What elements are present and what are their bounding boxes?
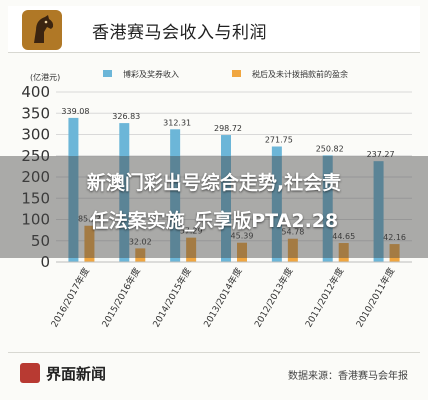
y-tick-label: 0 — [40, 253, 50, 271]
bar-profit — [389, 244, 400, 262]
data-label: 312.31 — [163, 118, 191, 127]
data-label: 54.78 — [281, 228, 304, 237]
bar-profit — [84, 225, 95, 262]
brand-logo-icon — [20, 363, 40, 383]
data-label: 339.08 — [61, 107, 89, 116]
y-tick-label: 350 — [21, 104, 50, 122]
data-label: 250.82 — [316, 144, 344, 153]
x-tick-label: 2016/2017年度 — [48, 266, 92, 330]
data-label: 326.83 — [112, 112, 140, 121]
chart-title: 香港赛马会收入与利润 — [92, 23, 267, 43]
overlay-line-2: 任法案实施_乐享版PTA2.28 — [89, 210, 339, 232]
bar-profit — [237, 242, 247, 262]
horse-logo-icon — [22, 10, 62, 50]
data-label: 57.29 — [180, 227, 203, 236]
x-tick-label: 2012/2013年度 — [252, 266, 296, 330]
data-label: 237.27 — [367, 150, 395, 159]
footer-brand: 界面新闻 — [46, 365, 107, 383]
legend-label: 博彩及奖券收入 — [123, 69, 179, 79]
bar-profit — [135, 248, 146, 262]
bar-revenue — [170, 129, 181, 262]
legend-swatch — [103, 70, 112, 77]
bar-profit — [287, 238, 298, 262]
data-label: 271.75 — [265, 136, 293, 145]
horse-head-icon — [34, 15, 54, 43]
data-label: 45.39 — [231, 232, 254, 241]
legend-label: 税后及未计拨捐款前的盈余 — [252, 69, 348, 79]
chart-footer: 界面新闻 数据来源：香港赛马会年报 — [8, 352, 420, 393]
bar-revenue — [322, 155, 333, 262]
bar-revenue — [271, 146, 282, 262]
y-tick-label: 300 — [21, 126, 50, 144]
bar-revenue — [373, 161, 384, 262]
data-label: 85.33 — [78, 215, 101, 224]
bar-revenue — [119, 123, 130, 262]
data-label: 42.16 — [383, 233, 406, 242]
x-tick-label: 2014/2015年度 — [150, 266, 194, 330]
data-label: 32.02 — [129, 237, 152, 246]
y-tick-label: 200 — [21, 168, 50, 186]
chart-header: 香港赛马会收入与利润 — [8, 6, 420, 53]
data-label: 44.65 — [332, 232, 355, 241]
overlay-banner: 新澳门彩出号综合走势,社会责 任法案实施_乐享版PTA2.28 — [0, 156, 428, 258]
data-source: 数据来源：香港赛马会年报 — [288, 371, 408, 382]
bar-profit — [186, 237, 197, 262]
bar-revenue — [221, 135, 231, 262]
x-tick-label: 2013/2014年度 — [201, 266, 245, 330]
data-label: 298.72 — [214, 124, 242, 133]
legend-swatch — [232, 70, 241, 77]
overlay-line-1: 新澳门彩出号综合走势,社会责 — [86, 172, 342, 194]
bar-profit — [338, 243, 349, 262]
y-tick-label: 50 — [31, 232, 50, 250]
x-tick-label: 2011/2012年度 — [302, 266, 346, 330]
x-tick-label: 2010/2011年度 — [353, 266, 397, 330]
y-tick-label: 400 — [21, 83, 50, 101]
y-axis-label: (亿港元) — [30, 72, 60, 82]
bar-revenue — [68, 117, 79, 263]
x-tick-label: 2015/2016年度 — [99, 266, 143, 330]
y-tick-label: 100 — [21, 211, 50, 229]
y-tick-label: 150 — [21, 189, 50, 207]
y-tick-label: 250 — [21, 147, 50, 165]
